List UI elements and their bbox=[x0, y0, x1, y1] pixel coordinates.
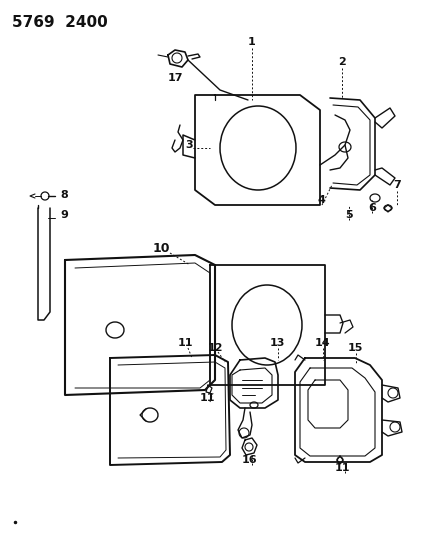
Text: 11: 11 bbox=[200, 393, 216, 403]
Text: 15: 15 bbox=[348, 343, 363, 353]
Text: 7: 7 bbox=[393, 180, 401, 190]
Text: 13: 13 bbox=[270, 338, 285, 348]
Text: 6: 6 bbox=[368, 203, 376, 213]
Text: 5769  2400: 5769 2400 bbox=[12, 15, 108, 30]
Text: 8: 8 bbox=[60, 190, 68, 200]
Text: 11: 11 bbox=[178, 338, 193, 348]
Text: 16: 16 bbox=[242, 455, 258, 465]
Text: 9: 9 bbox=[60, 210, 68, 220]
Text: 17: 17 bbox=[168, 73, 184, 83]
Text: 3: 3 bbox=[185, 140, 193, 150]
Text: 1: 1 bbox=[248, 37, 256, 47]
Text: 10: 10 bbox=[153, 241, 170, 254]
Text: 5: 5 bbox=[345, 210, 353, 220]
Text: 11: 11 bbox=[335, 463, 351, 473]
Text: 4: 4 bbox=[318, 195, 326, 205]
Text: 2: 2 bbox=[338, 57, 346, 67]
Text: 12: 12 bbox=[208, 343, 223, 353]
Text: 14: 14 bbox=[315, 338, 330, 348]
